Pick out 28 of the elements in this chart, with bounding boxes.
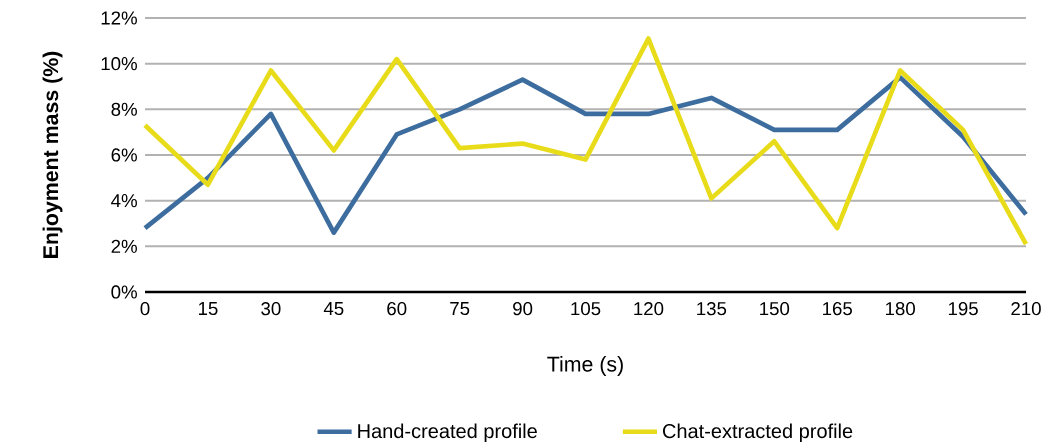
x-tick-label: 60: [387, 302, 407, 316]
x-tick-label: 15: [198, 302, 218, 316]
x-tick-label: 75: [450, 302, 470, 316]
x-tick-label: 90: [513, 302, 533, 316]
x-tick-label: 30: [261, 302, 281, 316]
legend-label: Chat-extracted profile: [663, 423, 853, 443]
y-tick-label: 8%: [111, 102, 137, 116]
y-tick-label: 12%: [101, 11, 137, 25]
x-tick-label: 120: [634, 302, 664, 316]
x-tick-label: 165: [823, 302, 852, 316]
x-tick-label: 135: [697, 302, 727, 316]
x-tick-label: 0: [140, 302, 150, 316]
line-series: [142, 75, 1029, 235]
x-tick-label: 210: [1011, 302, 1041, 316]
y-tick-label: 6%: [111, 148, 137, 162]
y-axis-title: Enjoyment mass (%): [42, 51, 63, 258]
line-series: [142, 36, 1029, 247]
y-tick-label: 0%: [111, 285, 137, 299]
y-tick-label: 2%: [111, 239, 137, 253]
x-tick-label: 105: [571, 302, 601, 316]
y-tick-label: 4%: [111, 194, 137, 208]
y-tick-label: 10%: [101, 57, 137, 71]
x-tick-label: 180: [885, 302, 915, 316]
x-axis-title: Time (s): [547, 356, 623, 376]
x-tick-label: 150: [760, 302, 790, 316]
x-tick-label: 195: [948, 302, 978, 316]
legend-label: Hand-created profile: [358, 423, 537, 443]
x-tick-label: 45: [323, 302, 344, 316]
